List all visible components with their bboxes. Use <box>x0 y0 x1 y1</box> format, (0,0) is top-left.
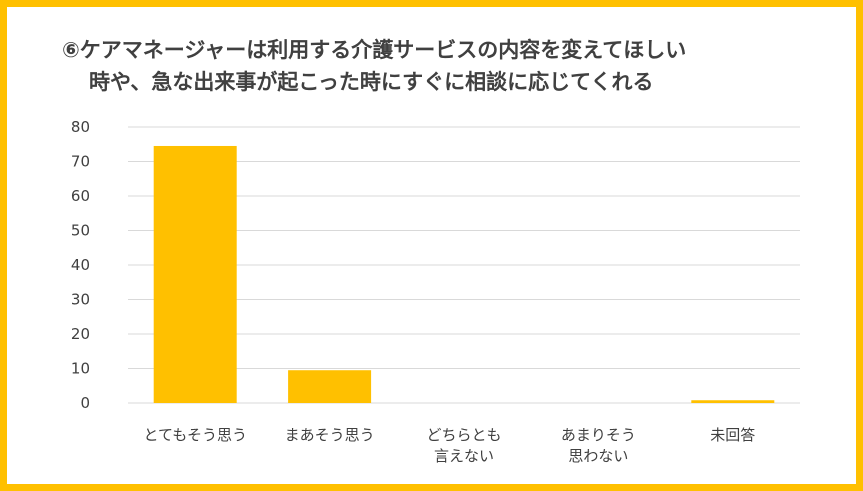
chart-title-line-1: ⑥ケアマネージャーは利用する介護サービスの内容を変えてほしい <box>62 38 687 62</box>
x-category-label: まあそう思う <box>285 426 375 444</box>
y-tick-label: 10 <box>71 360 90 378</box>
bars <box>153 145 775 403</box>
x-category-label: 未回答 <box>710 426 755 444</box>
y-tick-label: 30 <box>71 291 90 309</box>
x-category-label: どちらとも <box>426 426 501 444</box>
y-tick-label: 60 <box>71 187 90 205</box>
chart-title-line-2: 時や、急な出来事が起こった時にすぐに相談に応じてくれる <box>89 70 654 94</box>
x-category-label: 言えない <box>434 447 494 465</box>
bar <box>288 370 372 403</box>
y-tick-label: 70 <box>71 153 90 171</box>
y-tick-label: 50 <box>71 222 90 240</box>
gridlines <box>128 126 800 404</box>
bar <box>153 145 237 403</box>
bar <box>691 400 775 403</box>
chart-title: ⑥ケアマネージャーは利用する介護サービスの内容を変えてほしい 時や、急な出来事が… <box>62 34 822 98</box>
y-tick-label: 80 <box>71 118 90 136</box>
x-category-label: とてもそう思う <box>143 426 247 444</box>
y-axis-ticks: 0 10 20 30 40 50 60 70 80 <box>71 118 90 412</box>
y-tick-label: 20 <box>71 325 90 343</box>
x-category-label: あまりそう <box>561 426 636 444</box>
y-tick-label: 40 <box>71 256 90 274</box>
x-category-label: 思わない <box>568 447 628 465</box>
y-tick-label: 0 <box>80 394 90 412</box>
